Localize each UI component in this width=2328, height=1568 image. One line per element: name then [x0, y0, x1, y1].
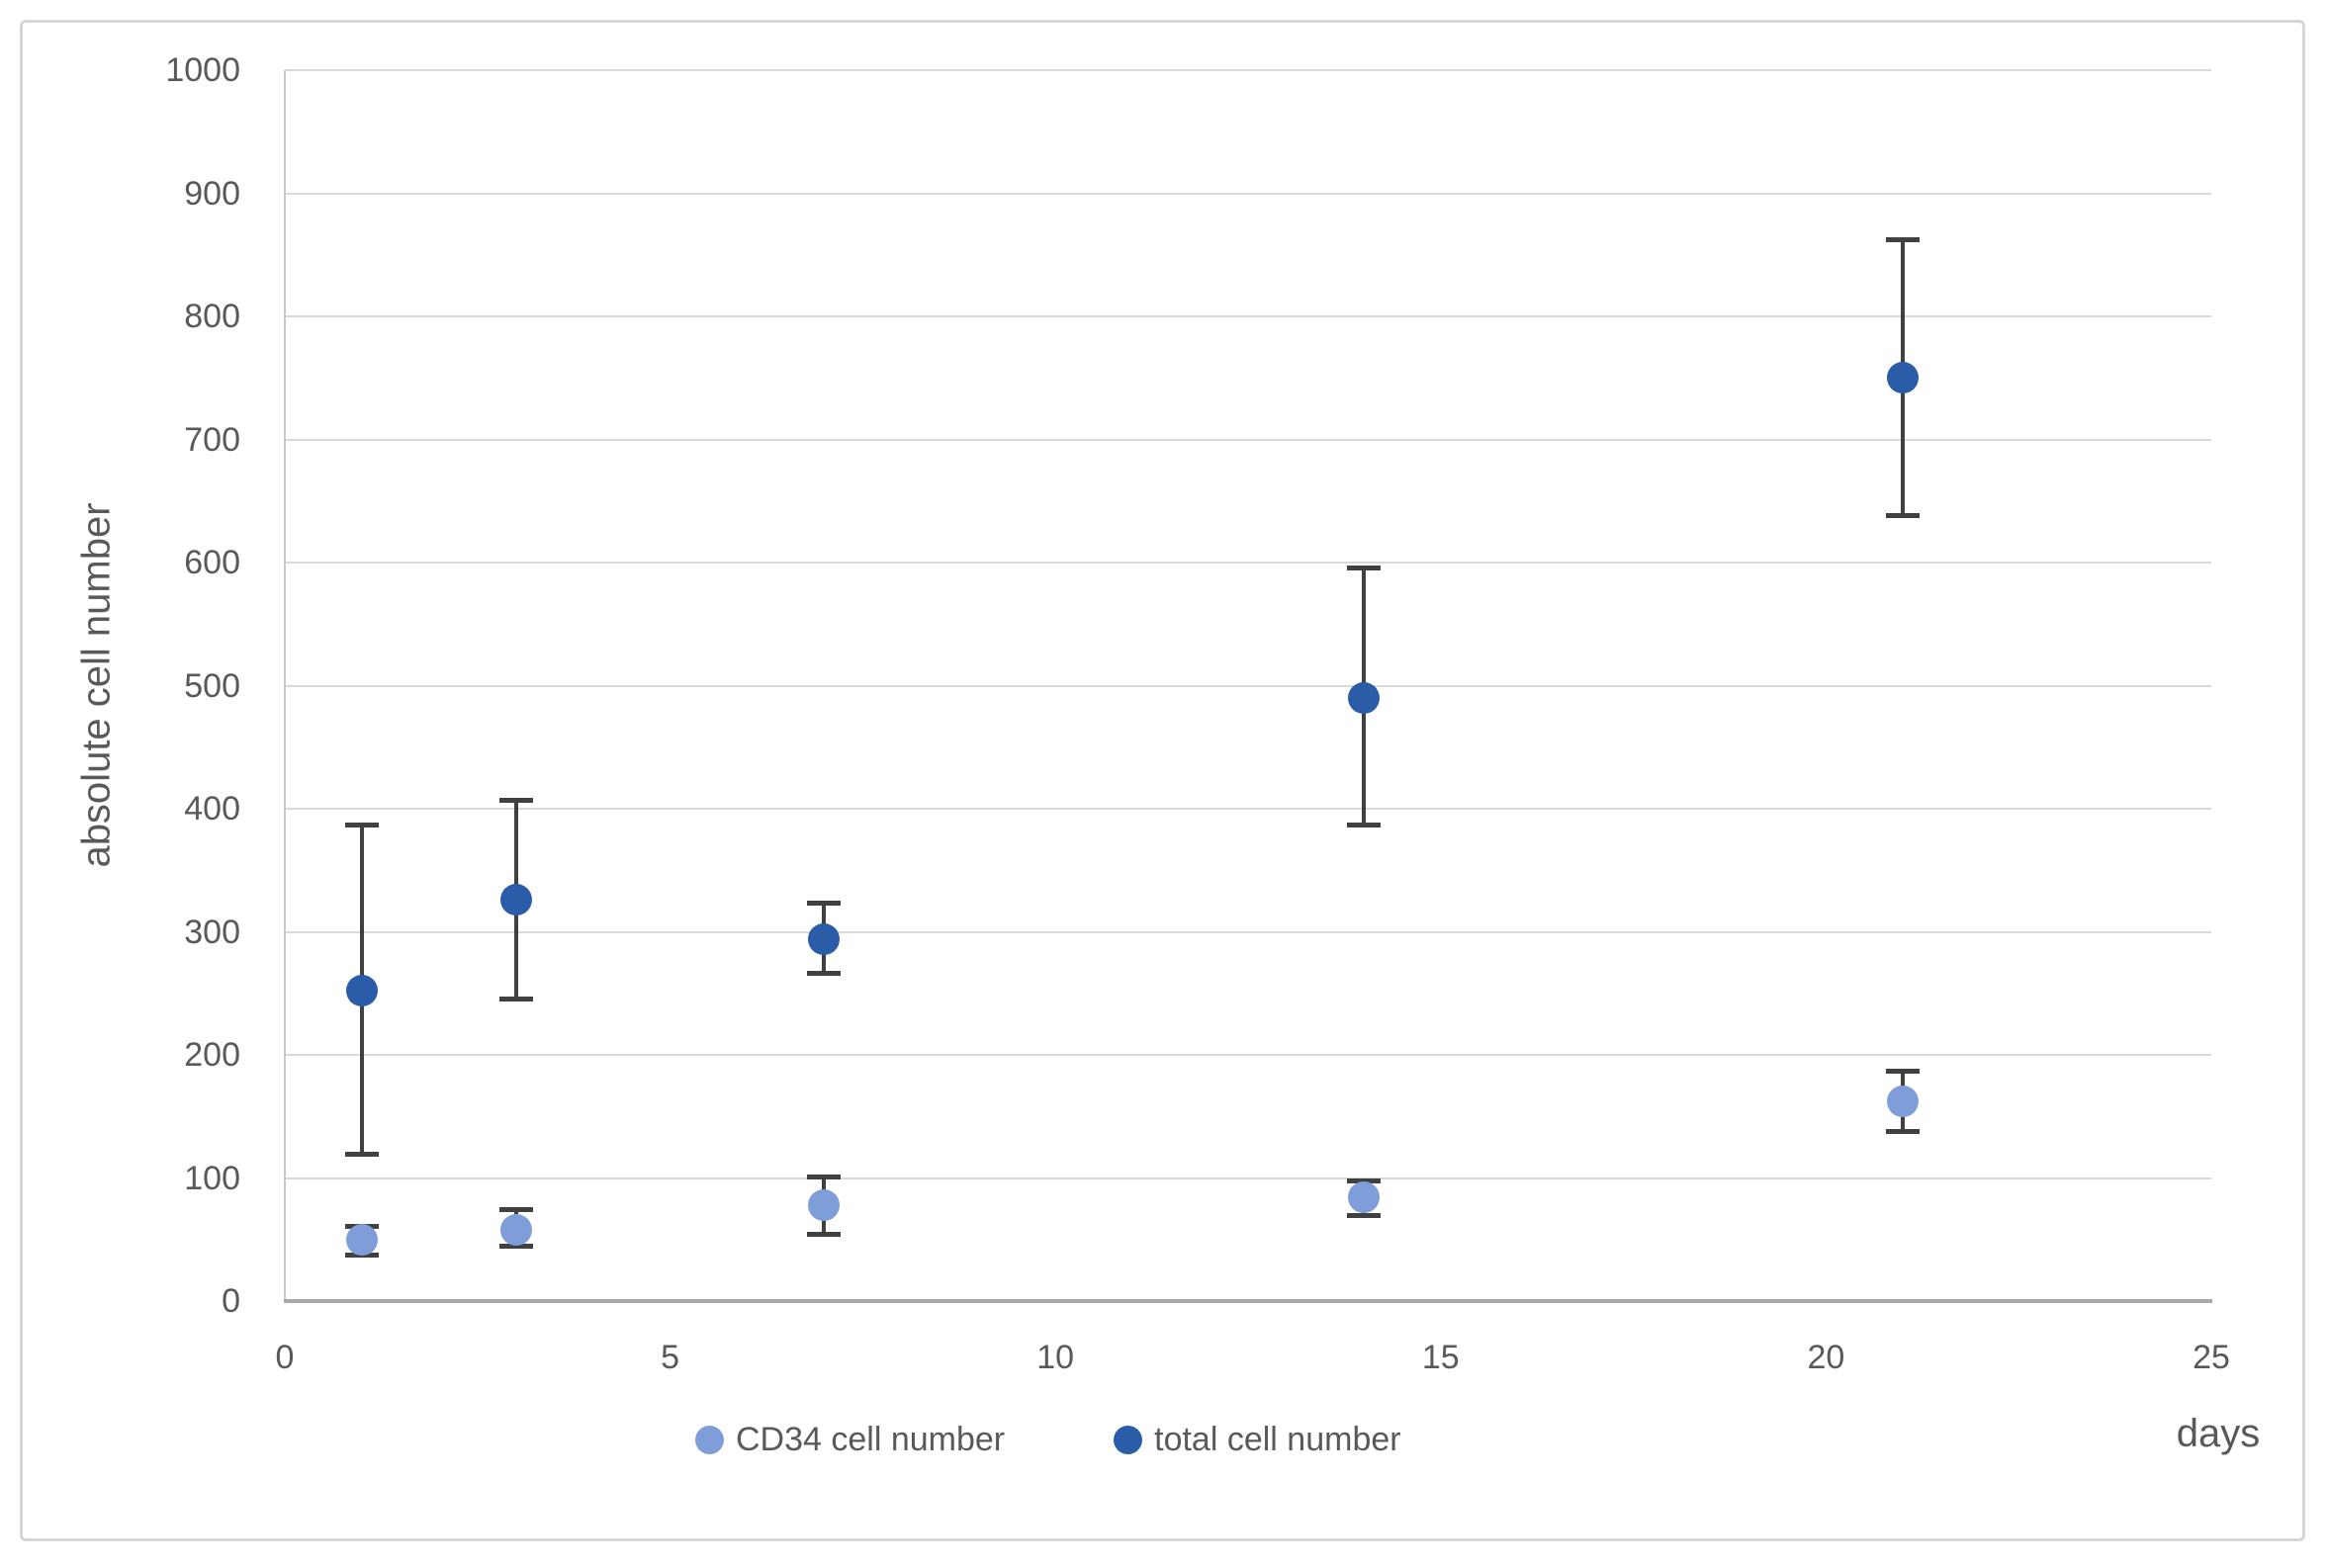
- y-tick-label-100: 100: [184, 1159, 240, 1197]
- marker-cd34-day-3: [499, 1213, 532, 1246]
- legend: CD34 cell number total cell number: [695, 1421, 1401, 1459]
- gridline-y-400: [285, 808, 2211, 810]
- y-tick-label-800: 800: [184, 298, 240, 335]
- y-axis-line: [284, 70, 286, 1301]
- y-tick-label-1000: 1000: [165, 51, 240, 89]
- legend-label: CD34 cell number: [736, 1421, 1006, 1458]
- x-axis-title: days: [2176, 1412, 2261, 1455]
- marker-total-day-21: [1887, 362, 1920, 394]
- y-tick-label-300: 300: [184, 913, 240, 951]
- error-cap-top-day-3: [498, 1206, 533, 1212]
- error-cap-bottom-day-21: [1886, 512, 1921, 518]
- x-tick-label-10: 10: [1036, 1339, 1075, 1376]
- gridline-y-200: [285, 1054, 2211, 1056]
- x-tick-label-20: 20: [1807, 1339, 1845, 1376]
- error-cap-top-day-7: [807, 1175, 842, 1180]
- x-axis-line: [284, 1299, 2212, 1303]
- error-cap-top-day-1: [344, 823, 379, 828]
- error-cap-bottom-day-3: [498, 996, 533, 1002]
- gridline-y-800: [285, 315, 2211, 317]
- x-tick-label-15: 15: [1421, 1339, 1460, 1376]
- error-cap-bottom-day-1: [344, 1151, 379, 1157]
- gridline-y-600: [285, 562, 2211, 564]
- y-tick-label-400: 400: [184, 790, 240, 828]
- legend-item-1: total cell number: [1114, 1421, 1401, 1459]
- error-cap-bottom-day-3: [498, 1244, 533, 1250]
- x-tick-label-0: 0: [275, 1339, 295, 1376]
- chart-frame: 0 100 200 300 400 500 600 700 800 900 1000 0 5 10 15 2…: [20, 20, 2305, 1541]
- marker-cd34-day-7: [808, 1188, 841, 1221]
- gridline-y-300: [285, 930, 2211, 933]
- gridline-y-900: [285, 192, 2211, 195]
- error-cap-top-day-21: [1886, 1069, 1921, 1075]
- error-cap-top-day-14: [1346, 1177, 1381, 1183]
- y-tick-label-900: 900: [184, 174, 240, 213]
- error-cap-bottom-day-14: [1346, 1213, 1381, 1219]
- legend-item-0: CD34 cell number: [695, 1421, 1005, 1459]
- error-cap-bottom-day-21: [1886, 1129, 1921, 1135]
- gridline-y-500: [285, 684, 2211, 687]
- error-cap-bottom-day-14: [1346, 823, 1381, 828]
- y-tick-label-500: 500: [184, 666, 240, 705]
- error-cap-top-day-3: [498, 798, 533, 804]
- y-tick-label-700: 700: [184, 420, 240, 459]
- marker-cd34-day-1: [345, 1223, 378, 1256]
- scatter-chart: 0 100 200 300 400 500 600 700 800 900 1000 0 5 10 15 2…: [3, 3, 2328, 1568]
- marker-total-day-1: [345, 975, 378, 1007]
- error-cap-top-day-7: [807, 900, 842, 906]
- y-tick-label-0: 0: [222, 1282, 240, 1320]
- legend-label: total cell number: [1154, 1421, 1401, 1458]
- marker-cd34-day-14: [1347, 1181, 1380, 1214]
- legend-dot-icon: [695, 1426, 724, 1454]
- gridline-y-100: [285, 1176, 2211, 1179]
- gridline-y-700: [285, 438, 2211, 441]
- error-cap-bottom-day-7: [807, 970, 842, 976]
- gridline-y-1000: [285, 69, 2211, 71]
- marker-total-day-3: [499, 884, 532, 916]
- x-tick-label-5: 5: [661, 1339, 680, 1376]
- marker-total-day-7: [808, 922, 841, 955]
- error-cap-bottom-day-7: [807, 1231, 842, 1237]
- marker-cd34-day-21: [1887, 1086, 1920, 1118]
- x-tick-label-25: 25: [2193, 1339, 2230, 1376]
- legend-dot-icon: [1114, 1426, 1143, 1454]
- error-cap-top-day-14: [1346, 565, 1381, 570]
- y-tick-label-600: 600: [184, 544, 240, 581]
- error-cap-top-day-21: [1886, 236, 1921, 242]
- y-axis-title: absolute cell number: [74, 502, 119, 868]
- y-tick-label-200: 200: [184, 1036, 240, 1074]
- marker-total-day-14: [1347, 681, 1380, 714]
